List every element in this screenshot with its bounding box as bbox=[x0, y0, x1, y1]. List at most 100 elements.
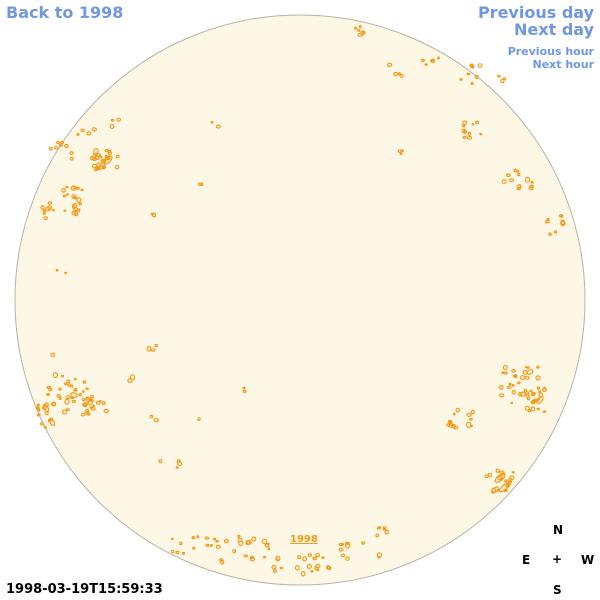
contour-mark bbox=[175, 466, 179, 469]
contour-mark bbox=[511, 471, 515, 474]
contour-mark bbox=[393, 71, 398, 77]
contour-mark bbox=[58, 387, 62, 391]
contour-mark bbox=[84, 408, 90, 413]
compass-north: N bbox=[553, 523, 564, 537]
contour-mark bbox=[302, 556, 308, 562]
contour-mark bbox=[43, 426, 47, 429]
contour-mark bbox=[511, 383, 515, 387]
contour-mark bbox=[358, 25, 362, 29]
contour-mark bbox=[516, 381, 521, 385]
compass-south: S bbox=[553, 583, 562, 597]
contour-mark bbox=[474, 74, 479, 80]
contour-mark bbox=[446, 423, 451, 427]
contour-mark bbox=[127, 378, 133, 384]
contour-mark bbox=[560, 220, 566, 227]
contour-mark bbox=[39, 422, 44, 426]
contour-mark bbox=[377, 555, 381, 559]
contour-mark bbox=[204, 536, 210, 540]
contour-mark bbox=[326, 565, 332, 571]
contour-mark bbox=[504, 371, 508, 375]
contour-mark bbox=[307, 553, 312, 557]
contour-mark bbox=[345, 556, 350, 561]
contour-mark bbox=[382, 527, 387, 531]
contour-mark bbox=[461, 128, 467, 133]
contour-mark bbox=[242, 386, 246, 390]
contour-mark bbox=[52, 209, 55, 212]
contour-mark bbox=[506, 385, 512, 390]
contour-mark bbox=[46, 385, 52, 390]
contour-mark bbox=[536, 386, 541, 390]
contour-mark bbox=[455, 407, 460, 413]
contour-mark bbox=[196, 535, 200, 539]
contour-mark bbox=[107, 151, 113, 156]
contour-mark bbox=[223, 538, 229, 544]
contour-mark bbox=[462, 120, 468, 126]
contour-mark bbox=[528, 185, 534, 191]
contour-mark bbox=[469, 417, 473, 421]
contour-mark bbox=[424, 63, 428, 66]
contour-mark bbox=[69, 151, 74, 155]
contour-mark bbox=[516, 169, 520, 173]
contour-mark bbox=[498, 393, 505, 398]
contour-mark bbox=[536, 407, 540, 411]
previous-hour-link[interactable]: Previous hour bbox=[507, 45, 594, 58]
contour-mark bbox=[501, 371, 505, 375]
contour-mark bbox=[271, 564, 277, 570]
contour-mark bbox=[63, 209, 67, 212]
contour-mark bbox=[300, 570, 306, 577]
contour-mark bbox=[387, 62, 393, 68]
contour-mark bbox=[437, 56, 440, 60]
year-link[interactable]: 1998 bbox=[290, 534, 318, 545]
contour-mark bbox=[526, 366, 530, 369]
next-hour-link[interactable]: Next hour bbox=[532, 58, 595, 71]
contour-mark bbox=[45, 393, 50, 397]
previous-day-link[interactable]: Previous day bbox=[477, 3, 594, 22]
contour-mark bbox=[375, 533, 380, 538]
contour-mark bbox=[495, 468, 500, 473]
contour-mark bbox=[542, 410, 547, 413]
contour-mark bbox=[74, 196, 78, 200]
contour-mark bbox=[87, 400, 93, 406]
contour-mark bbox=[76, 197, 82, 203]
next-day-link[interactable]: Next day bbox=[514, 20, 594, 39]
contour-mark bbox=[103, 408, 109, 414]
contour-mark bbox=[215, 124, 221, 129]
contour-mark bbox=[62, 194, 67, 198]
contour-mark bbox=[98, 162, 106, 170]
contour-mark bbox=[517, 183, 522, 189]
back-to-year-link[interactable]: Back to 1998 bbox=[6, 3, 124, 22]
contour-mark bbox=[85, 387, 89, 391]
contour-mark bbox=[60, 141, 64, 145]
contour-mark bbox=[279, 566, 284, 570]
contour-mark bbox=[498, 384, 504, 390]
contour-mark bbox=[47, 201, 53, 205]
contour-mark bbox=[55, 268, 59, 272]
contour-mark bbox=[511, 368, 516, 373]
contour-mark bbox=[376, 526, 381, 530]
contour-mark bbox=[89, 155, 95, 161]
contour-mark bbox=[81, 398, 87, 402]
contour-mark bbox=[525, 393, 530, 398]
contour-mark bbox=[192, 546, 196, 550]
contour-mark bbox=[158, 459, 163, 464]
contour-mark bbox=[466, 72, 471, 76]
contour-mark bbox=[60, 374, 64, 378]
contour-mark bbox=[101, 401, 106, 406]
contour-mark bbox=[487, 472, 493, 478]
contour-mark bbox=[530, 180, 534, 184]
contour-mark bbox=[397, 72, 402, 75]
contour-mark bbox=[516, 186, 522, 191]
contour-mark bbox=[89, 395, 95, 399]
contour-mark bbox=[50, 352, 56, 358]
contour-mark bbox=[321, 556, 325, 559]
contour-mark bbox=[517, 173, 521, 177]
contour-mark bbox=[45, 206, 51, 212]
contour-mark bbox=[40, 205, 45, 210]
contour-mark bbox=[519, 375, 525, 381]
contour-mark bbox=[146, 345, 152, 352]
contour-mark bbox=[491, 486, 499, 494]
contour-mark bbox=[56, 394, 61, 398]
contour-mark bbox=[69, 156, 74, 161]
contour-mark bbox=[338, 547, 344, 552]
contour-mark bbox=[353, 26, 358, 30]
